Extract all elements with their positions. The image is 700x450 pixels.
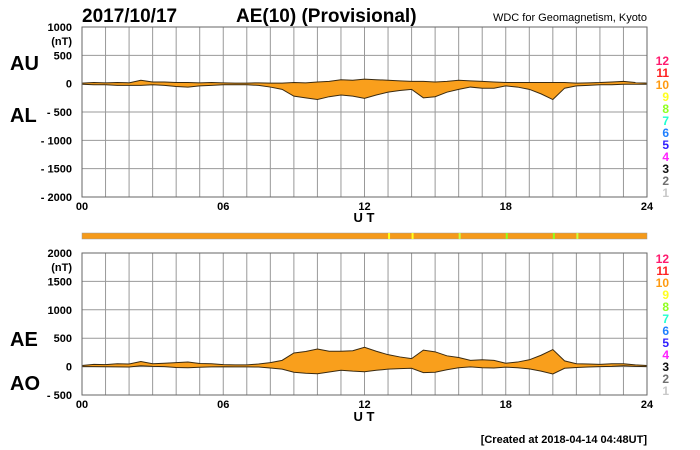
station-bar-mark — [411, 233, 414, 239]
y-tick-label: 1000 — [48, 22, 72, 34]
unit-label-top: (nT) — [51, 36, 72, 48]
legend-station-count: 7 — [662, 312, 669, 326]
legend-station-count: 4 — [662, 348, 669, 362]
source-label: WDC for Geomagnetism, Kyoto — [493, 12, 647, 24]
ao-label: AO — [10, 373, 40, 395]
y-tick-label: 0 — [66, 79, 72, 91]
station-bar-mark — [505, 233, 508, 239]
legend-station-count: 6 — [662, 126, 669, 140]
station-bar-mark — [388, 233, 391, 239]
al-label: AL — [10, 105, 37, 127]
legend-station-count: 2 — [662, 372, 669, 386]
legend-station-count: 12 — [656, 54, 670, 68]
au-label: AU — [10, 53, 39, 75]
station-bar-base — [81, 232, 648, 240]
legend-station-count: 3 — [662, 162, 669, 176]
plot-frame — [81, 26, 648, 198]
chart-title: AE(10) (Provisional) — [236, 6, 417, 27]
y-tick-label: 500 — [54, 50, 72, 62]
ae-label: AE — [10, 329, 38, 351]
ae-ao-plot: 2000 1500 1000 500 0 - 500 00 06 12 18 24 — [47, 248, 654, 411]
plot-frame — [81, 252, 648, 396]
series-line-ao — [82, 365, 648, 375]
x-tick-label: 12 — [358, 399, 370, 411]
series-line-al — [81, 83, 647, 101]
legend-station-count: 11 — [656, 66, 669, 80]
x-tick-label: 18 — [500, 201, 512, 213]
y-tick-label: - 1500 — [41, 164, 72, 176]
y-tick-label: - 500 — [47, 107, 72, 119]
legend-station-count: 8 — [662, 102, 669, 116]
station-bar-mark — [458, 233, 461, 239]
x-tick-label: 06 — [217, 201, 229, 213]
y-tick-label: - 500 — [47, 390, 72, 402]
unit-label-bottom: (nT) — [51, 262, 72, 274]
legend-station-count: 10 — [656, 276, 670, 290]
x-tick-label: 24 — [641, 201, 654, 213]
y-tick-label: 2000 — [48, 248, 72, 260]
legend-station-count: 7 — [662, 114, 669, 128]
legend-station-count: 2 — [662, 174, 669, 188]
x-axis-label-bottom: U T — [354, 409, 375, 424]
legend-station-count: 9 — [662, 90, 669, 104]
x-axis-label-top: U T — [354, 210, 375, 225]
legend-station-count: 1 — [662, 186, 669, 200]
y-tick-label: 0 — [66, 362, 72, 374]
legend-station-count: 12 — [656, 252, 670, 266]
legend-station-count: 4 — [662, 150, 669, 164]
series-line-au — [81, 78, 648, 84]
x-tick-label: 06 — [217, 399, 229, 411]
au-al-plot: 1000 500 0 - 500 - 1000 - 1500 - 2000 00 06 12 18 2… — [41, 22, 654, 213]
legend-station-count: 11 — [656, 264, 669, 278]
y-tick-label: 1500 — [48, 276, 72, 288]
x-tick-label: 24 — [641, 399, 654, 411]
created-footer: [Created at 2018-04-14 04:48UT] — [481, 434, 648, 446]
legend-station-count: 3 — [662, 360, 669, 374]
x-tick-label: 12 — [358, 201, 370, 213]
x-tick-label: 00 — [76, 399, 88, 411]
area-fill — [82, 347, 647, 374]
legend-station-count: 5 — [662, 336, 669, 350]
station-bar-mark — [552, 233, 555, 239]
legend-station-count: 9 — [662, 288, 669, 302]
series-line-ae — [81, 346, 648, 366]
legend-station-count: 10 — [656, 78, 670, 92]
legend-station-count: 5 — [662, 138, 669, 152]
date-title: 2017/10/17 — [82, 6, 177, 27]
station-bar-mark — [576, 233, 579, 239]
legend-station-count: 6 — [662, 324, 669, 338]
y-tick-label: - 1000 — [41, 135, 72, 147]
x-tick-label: 18 — [500, 399, 512, 411]
y-tick-label: 1000 — [48, 305, 72, 317]
x-tick-label: 00 — [76, 201, 88, 213]
legend-station-count: 1 — [662, 384, 669, 398]
area-fill — [82, 79, 647, 100]
legend-station-count: 8 — [662, 300, 669, 314]
y-tick-label: - 2000 — [41, 192, 72, 204]
y-tick-label: 500 — [54, 333, 72, 345]
station-count-bar — [81, 232, 648, 240]
